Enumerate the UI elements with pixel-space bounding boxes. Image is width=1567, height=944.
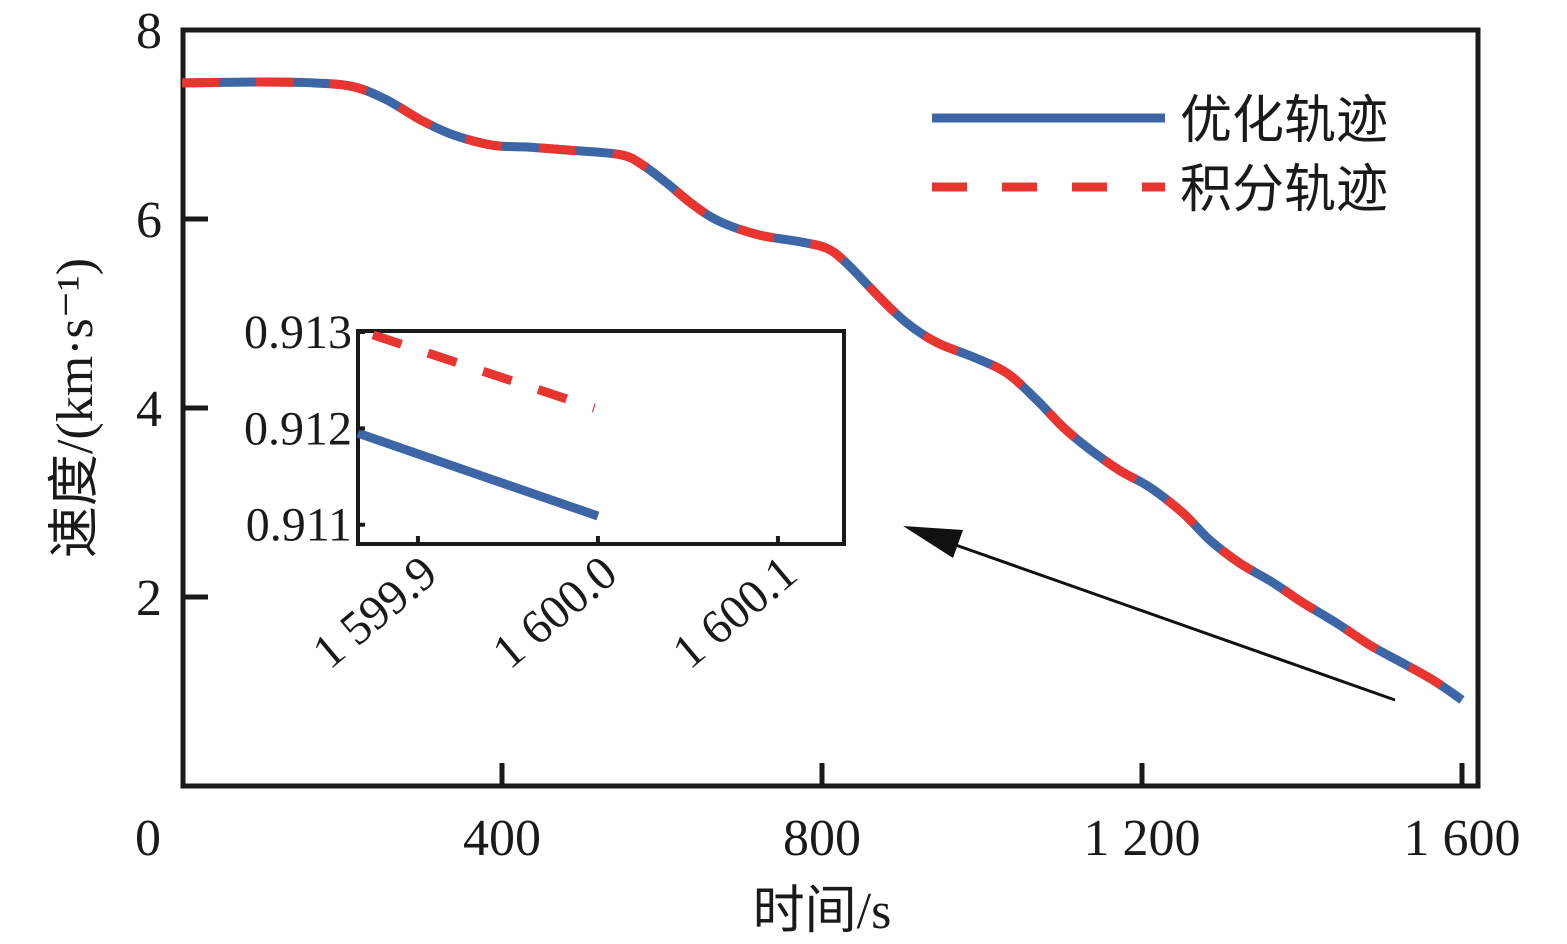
inset-x-tick-label: 1 600.1	[663, 546, 807, 679]
x-tick-label: 1 600	[1404, 810, 1521, 867]
inset-series-line-optimized	[356, 428, 600, 521]
inset-series-group	[356, 330, 600, 521]
x-tick-label: 800	[783, 810, 861, 867]
annotation-arrow	[903, 526, 1396, 702]
x-tick-label: 400	[463, 810, 541, 867]
x-tick-label: 0	[135, 810, 161, 867]
inset-x-tick-label: 1 599.9	[303, 546, 447, 679]
inset-chart: 1 599.9 1 600.0 1 600.1 0.911 0.912 0.913	[244, 306, 846, 679]
inset-y-tick-label: 0.911	[246, 499, 352, 552]
series-line-integrated	[181, 77, 1465, 704]
inset-frame	[356, 329, 846, 546]
y-tick-label: 4	[136, 381, 162, 438]
axis-ticks	[183, 216, 1465, 786]
y-tick-label: 8	[136, 3, 162, 60]
legend-label-optimized: 优化轨迹	[1180, 93, 1388, 150]
x-tick-label: 1 200	[1084, 810, 1201, 867]
inset-x-tick-label: 1 600.0	[483, 546, 627, 679]
legend: 优化轨迹 积分轨迹	[932, 93, 1388, 219]
axis-tick-labels: 0 400 800 1 200 1 600 2 4 6 8	[135, 3, 1521, 867]
x-axis-title: 时间/s	[753, 883, 892, 940]
inset-axis-ticks	[358, 329, 780, 544]
y-tick-label: 2	[136, 570, 162, 627]
inset-series-line-integrated	[371, 330, 596, 413]
y-axis-title: 速度/(km·s⁻¹)	[47, 258, 104, 558]
arrow-shaft	[949, 541, 1396, 702]
y-tick-label: 6	[136, 192, 162, 249]
inset-y-tick-label: 0.912	[244, 402, 352, 455]
arrow-head	[903, 526, 963, 558]
series-group	[181, 77, 1465, 704]
inset-y-tick-label: 0.913	[244, 306, 352, 359]
legend-label-integrated: 积分轨迹	[1180, 162, 1388, 219]
